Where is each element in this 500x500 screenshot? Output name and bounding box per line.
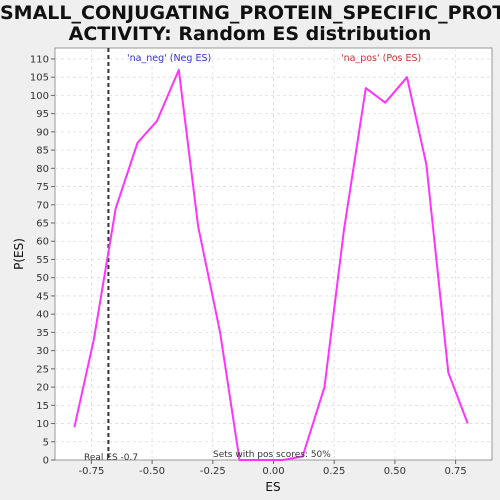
series-group bbox=[73, 48, 469, 461]
chart-title-line2: ACTIVITY: Random ES distribution bbox=[68, 23, 432, 45]
y-axis-label: P(ES) bbox=[12, 238, 26, 270]
x-tick-label: 0.50 bbox=[384, 466, 406, 477]
y-tick-label: 10 bbox=[36, 419, 49, 430]
y-tick-label: 95 bbox=[36, 109, 49, 120]
y-tick-label: 100 bbox=[30, 91, 49, 102]
real-es-label: Real ES -0.7 bbox=[84, 453, 138, 463]
y-tick-label: 15 bbox=[36, 401, 49, 412]
y-tick-label: 20 bbox=[36, 383, 49, 394]
y-tick-label: 35 bbox=[36, 328, 49, 339]
y-tick-label: 75 bbox=[36, 182, 49, 193]
y-tick-label: 50 bbox=[36, 273, 49, 284]
y-tick-label: 110 bbox=[30, 54, 49, 65]
y-tick-label: 65 bbox=[36, 219, 49, 230]
pos-es-label: 'na_pos' (Pos ES) bbox=[341, 53, 421, 64]
y-tick-label: 45 bbox=[36, 291, 49, 302]
y-tick-label: 5 bbox=[43, 437, 49, 448]
y-tick-label: 25 bbox=[36, 364, 49, 375]
x-tick-label: -0.25 bbox=[200, 466, 226, 477]
x-tick-label: 0.25 bbox=[323, 466, 345, 477]
axes bbox=[51, 58, 457, 464]
y-tick-label: 60 bbox=[36, 237, 49, 248]
y-tick-label: 0 bbox=[43, 456, 49, 467]
chart-title-line1: SMALL_CONJUGATING_PROTEIN_SPECIFIC_PROTE… bbox=[0, 2, 500, 24]
grid bbox=[55, 48, 492, 460]
y-tick-label: 90 bbox=[36, 127, 49, 138]
y-tick-label: 105 bbox=[30, 73, 49, 84]
y-tick-label: 70 bbox=[36, 200, 49, 211]
y-tick-label: 30 bbox=[36, 346, 49, 357]
sets-with-pos-scores-label: Sets with pos scores: 50% bbox=[213, 450, 331, 460]
y-tick-label: 85 bbox=[36, 146, 49, 157]
tick-labels: 0 5 10 15 20 25 30 35 40 45 50 55 60 65 70 75 80 85 90 95 10… bbox=[30, 54, 467, 477]
annotations: 'na_neg' (Neg ES) 'na_pos' (Pos ES) Real… bbox=[84, 53, 421, 463]
y-tick-label: 55 bbox=[36, 255, 49, 266]
x-tick-label: -0.75 bbox=[78, 466, 104, 477]
neg-es-label: 'na_neg' (Neg ES) bbox=[127, 53, 211, 64]
x-tick-label: -0.50 bbox=[139, 466, 165, 477]
y-tick-label: 80 bbox=[36, 164, 49, 175]
es-distribution-line bbox=[73, 68, 469, 461]
x-tick-label: 0.00 bbox=[262, 466, 284, 477]
x-tick-label: 0.75 bbox=[444, 466, 466, 477]
y-tick-label: 40 bbox=[36, 310, 49, 321]
x-axis-label: ES bbox=[265, 480, 280, 494]
